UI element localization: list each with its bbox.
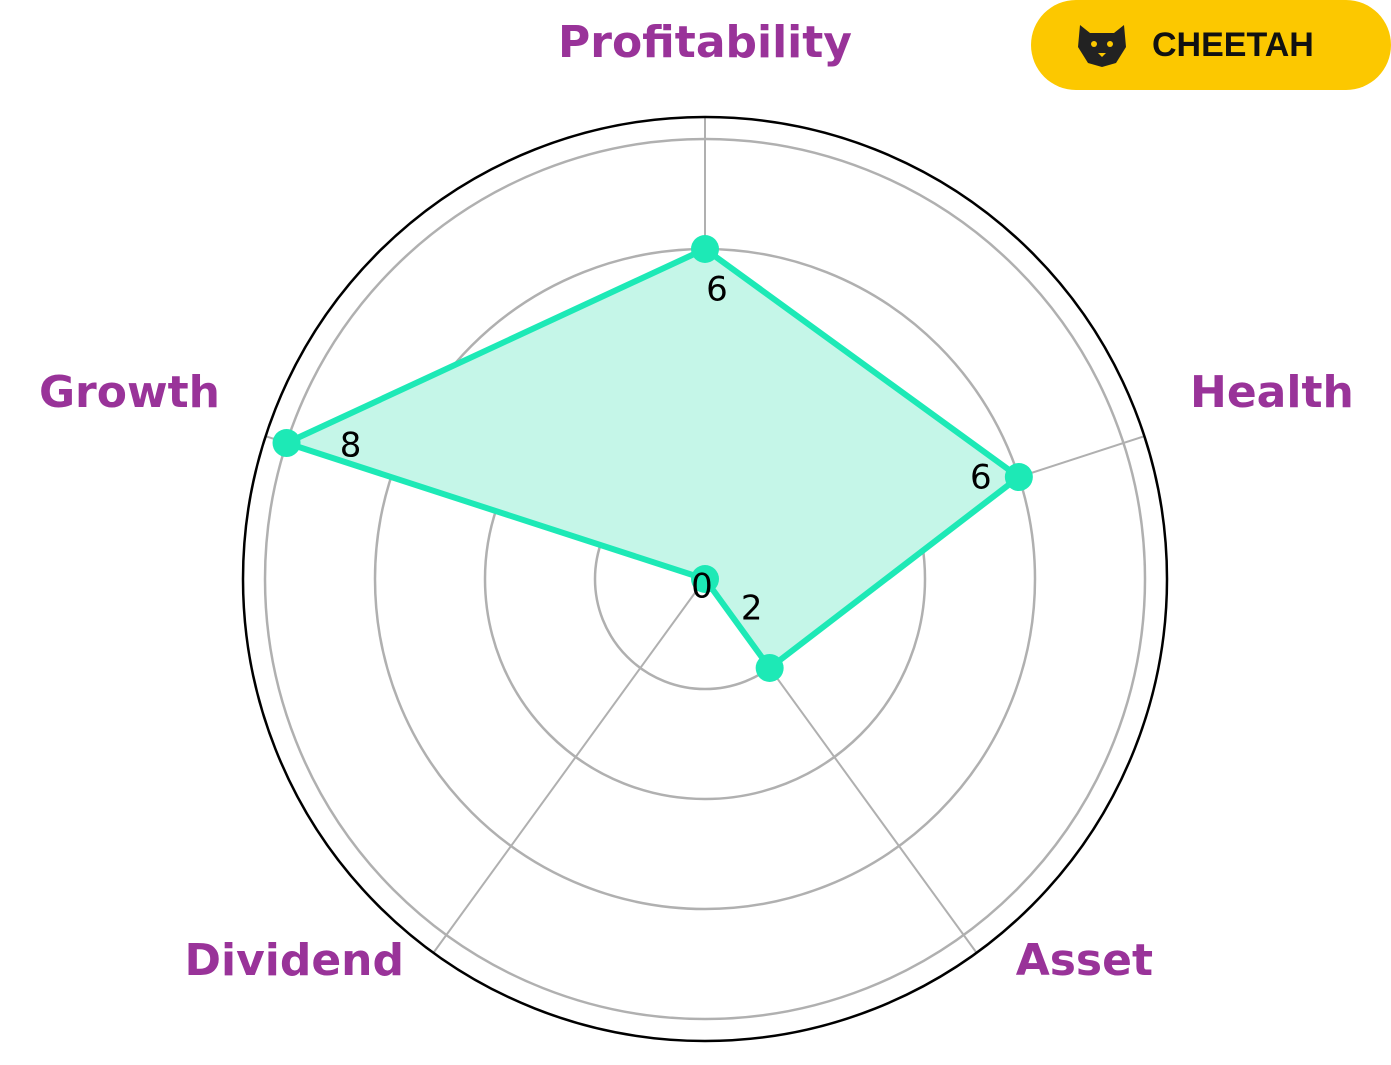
spoke [432,578,706,954]
category-label: Health [1190,367,1354,418]
logo: CHEETAH [1031,0,1391,90]
category-label: Growth [39,367,220,418]
category-label: Asset [1016,935,1153,986]
category-label: Profitability [558,17,852,68]
outer-frame [241,115,1169,1043]
logo-text: CHEETAH [1152,26,1314,64]
point [755,653,784,682]
point [1004,463,1033,492]
point [691,235,719,263]
value-label: 6 [970,458,992,498]
logo-icon [1078,25,1126,67]
value-label: 6 [706,270,728,310]
line [283,246,1022,671]
area [286,249,1019,668]
category-label: Dividend [184,935,404,986]
point [272,429,301,458]
logo-badge [1031,0,1391,90]
point [691,565,719,593]
value-label: 8 [340,426,362,466]
value-label: 2 [741,588,763,628]
value-label: 0 [691,567,713,607]
